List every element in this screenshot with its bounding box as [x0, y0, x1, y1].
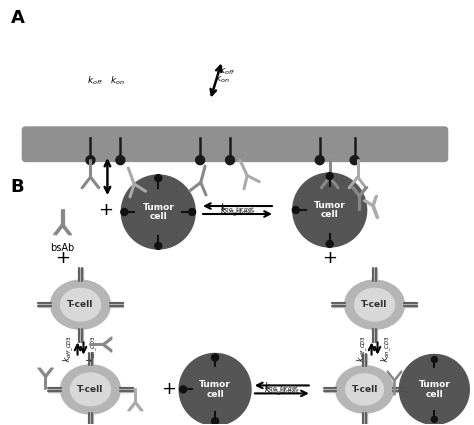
Circle shape — [211, 354, 219, 361]
Circle shape — [292, 207, 299, 213]
Bar — [332, 302, 345, 307]
Circle shape — [116, 156, 125, 164]
Bar — [88, 414, 93, 425]
Polygon shape — [400, 354, 469, 424]
Bar — [78, 268, 83, 281]
Bar — [37, 302, 51, 307]
Bar — [110, 302, 123, 307]
Ellipse shape — [345, 280, 404, 329]
Text: T-cell: T-cell — [77, 385, 104, 394]
Ellipse shape — [71, 373, 110, 406]
Bar — [78, 329, 83, 342]
Circle shape — [226, 156, 235, 164]
Circle shape — [431, 357, 438, 363]
Text: Tumor
cell: Tumor cell — [199, 380, 231, 399]
Text: T-cell: T-cell — [351, 385, 378, 394]
Text: +: + — [322, 249, 337, 267]
Bar — [362, 354, 367, 366]
Ellipse shape — [355, 288, 394, 321]
Text: T-cell: T-cell — [361, 300, 388, 309]
Text: +: + — [161, 380, 176, 398]
FancyBboxPatch shape — [22, 126, 448, 162]
Text: bsAb: bsAb — [50, 243, 75, 253]
Text: B: B — [11, 178, 24, 196]
Text: A: A — [11, 8, 25, 27]
Circle shape — [211, 418, 219, 425]
Circle shape — [350, 156, 359, 164]
Bar — [393, 387, 405, 392]
Text: $k_{off}$: $k_{off}$ — [87, 74, 103, 87]
Polygon shape — [179, 354, 251, 425]
Ellipse shape — [51, 280, 110, 329]
Circle shape — [155, 175, 162, 181]
Circle shape — [86, 156, 95, 164]
Circle shape — [180, 386, 187, 393]
Bar — [362, 413, 367, 425]
Polygon shape — [293, 173, 366, 247]
Text: +: + — [55, 249, 70, 267]
Text: Tumor
cell: Tumor cell — [142, 203, 174, 221]
Text: $k_{on\_target}$: $k_{on\_target}$ — [264, 381, 300, 395]
Circle shape — [315, 156, 324, 164]
Circle shape — [189, 209, 196, 215]
Text: $k_{on\_target}$: $k_{on\_target}$ — [220, 201, 255, 216]
Circle shape — [155, 242, 162, 249]
Ellipse shape — [346, 374, 383, 405]
Text: $k_{on\_CD3}$: $k_{on\_CD3}$ — [380, 335, 394, 362]
Circle shape — [196, 156, 205, 164]
Text: Tumor
cell: Tumor cell — [419, 380, 450, 399]
Circle shape — [121, 209, 128, 215]
Text: $k_{off\_CD3}$: $k_{off\_CD3}$ — [61, 335, 75, 362]
Bar — [88, 353, 93, 366]
Circle shape — [431, 416, 438, 422]
Text: Tumor
cell: Tumor cell — [314, 201, 346, 219]
Bar — [372, 329, 377, 342]
Text: $k_{on}$: $k_{on}$ — [110, 74, 125, 87]
Bar — [324, 387, 336, 392]
Bar — [120, 387, 133, 392]
Text: +: + — [98, 201, 113, 219]
Bar — [404, 302, 418, 307]
Ellipse shape — [336, 366, 393, 413]
Circle shape — [326, 173, 333, 180]
Circle shape — [326, 241, 333, 247]
Text: $k_{off\_CD3}$: $k_{off\_CD3}$ — [355, 335, 370, 362]
Text: $k_{off}$: $k_{off}$ — [219, 64, 236, 77]
Ellipse shape — [61, 288, 100, 321]
Text: $k_{on}$: $k_{on}$ — [215, 73, 230, 85]
Text: $k_{on\_CD3}$: $k_{on\_CD3}$ — [85, 335, 100, 362]
Text: $k_{off\_target}$: $k_{off\_target}$ — [264, 383, 300, 398]
Bar — [47, 387, 61, 392]
Text: $k_{off\_target}$: $k_{off\_target}$ — [219, 204, 255, 218]
Polygon shape — [121, 175, 195, 249]
Ellipse shape — [61, 365, 120, 414]
Text: T-cell: T-cell — [67, 300, 94, 309]
Bar — [372, 268, 377, 281]
